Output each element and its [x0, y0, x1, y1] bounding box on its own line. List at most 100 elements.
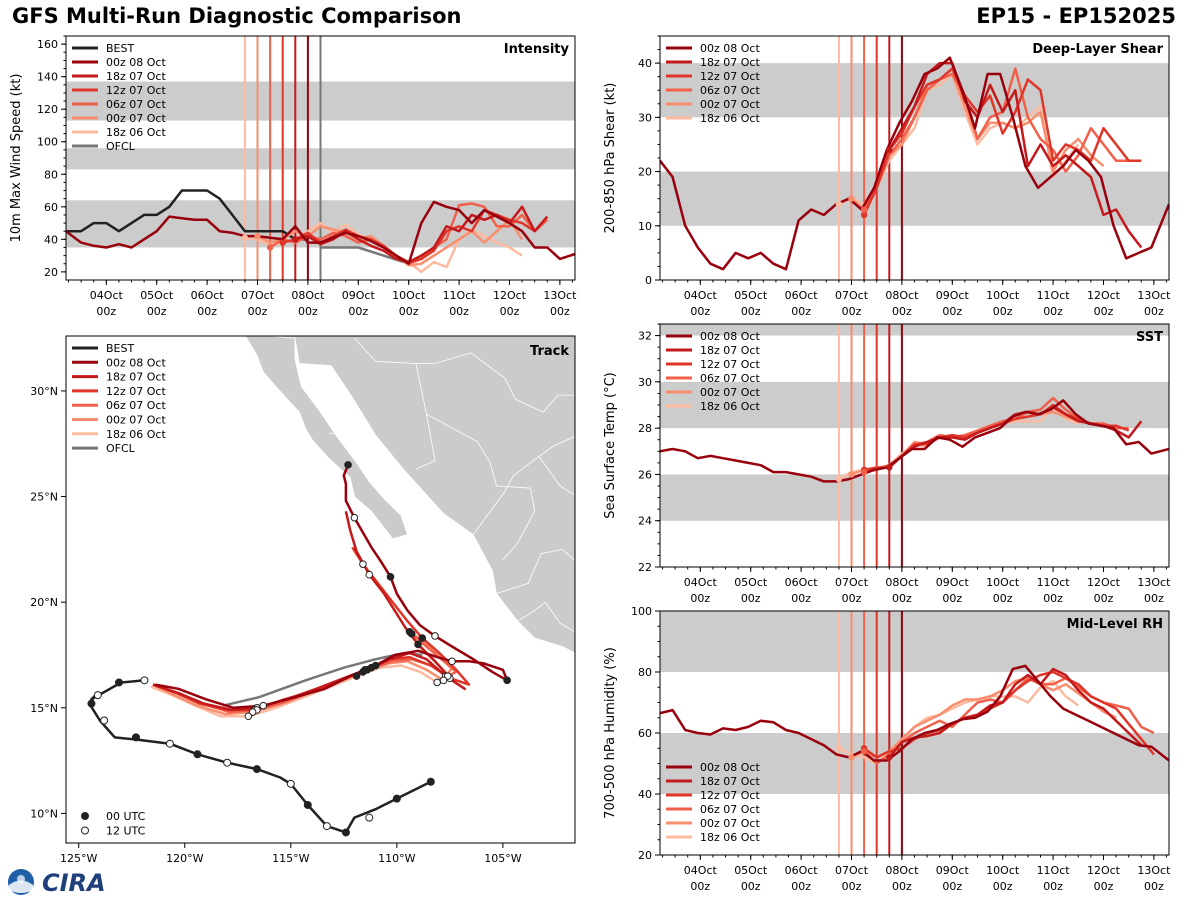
- x-tick-hour: 00z: [399, 305, 419, 318]
- x-tick-hour: 00z: [348, 305, 368, 318]
- legend-label: 12z 07 Oct: [106, 84, 166, 97]
- y-tick-label: 24: [638, 515, 652, 528]
- legend-label: 18z 07 Oct: [700, 775, 760, 788]
- best-track-marker: [87, 699, 96, 708]
- track-marker: [359, 560, 367, 568]
- y-tick-label: 20°N: [30, 596, 58, 609]
- y-tick-label: 160: [37, 38, 58, 51]
- x-tick-day: 12Oct: [1087, 289, 1121, 302]
- x-tick-day: 10Oct: [986, 289, 1020, 302]
- intensity-panel: 20 40 60 80 100 120 140 160 04Oct 00z 05Oct 00z 06Oc…: [9, 35, 577, 318]
- x-tick-label: 115°W: [272, 852, 309, 865]
- x-tick-hour: 00z: [892, 305, 912, 318]
- legend-label: BEST: [106, 42, 134, 55]
- legend-label: 18z 07 Oct: [106, 70, 166, 83]
- x-tick-hour: 00z: [1094, 592, 1114, 605]
- y-tick-label: 30°N: [30, 385, 58, 398]
- legend-label: 12z 07 Oct: [700, 358, 760, 371]
- x-tick-day: 04Oct: [684, 576, 718, 589]
- legend-label: 12z 07 Oct: [106, 385, 166, 398]
- series-line: [888, 667, 1143, 759]
- threshold-band: [660, 171, 1169, 226]
- y-tick-label: 22: [638, 561, 652, 574]
- y-tick-label: 15°N: [30, 702, 58, 715]
- legend-label: 06z 07 Oct: [700, 803, 760, 816]
- x-tick-label: 110°W: [378, 852, 415, 865]
- x-tick-day: 06Oct: [191, 289, 225, 302]
- legend-label: 18z 07 Oct: [700, 56, 760, 69]
- track-marker: [418, 634, 427, 642]
- x-tick-hour: 00z: [741, 880, 761, 893]
- plot-area: [660, 36, 1169, 280]
- x-tick-hour: 00z: [1043, 305, 1063, 318]
- x-tick-day: 13Oct: [1137, 576, 1171, 589]
- track-marker: [244, 712, 253, 721]
- state-border: [517, 601, 575, 633]
- best-track-marker: [365, 813, 374, 822]
- series-line: [66, 200, 575, 265]
- track-marker: [503, 676, 511, 685]
- x-tick-hour: 00z: [96, 305, 116, 318]
- x-tick-day: 06Oct: [785, 289, 819, 302]
- init-marker: [860, 748, 868, 755]
- x-tick-label: 125°W: [60, 852, 97, 865]
- series-line: [660, 664, 1169, 762]
- legend-label: 18z 06 Oct: [106, 126, 166, 139]
- legend-label: 18z 06 Oct: [700, 112, 760, 125]
- init-marker: [835, 475, 843, 483]
- legend-label: 18z 06 Oct: [106, 428, 166, 441]
- legend-label: 18z 06 Oct: [700, 400, 760, 413]
- x-tick-label: 120°W: [166, 852, 203, 865]
- x-tick-label: 105°W: [484, 852, 521, 865]
- init-marker: [254, 232, 261, 240]
- x-tick-day: 13Oct: [1137, 864, 1171, 877]
- x-tick-day: 05Oct: [734, 576, 768, 589]
- y-axis-label: 10m Max Wind Speed (kt): [9, 74, 24, 243]
- x-tick-day: 12Oct: [493, 289, 527, 302]
- x-tick-day: 06Oct: [785, 576, 819, 589]
- init-marker: [266, 244, 274, 251]
- init-marker: [835, 200, 843, 208]
- x-tick-day: 04Oct: [684, 289, 718, 302]
- series-line: [660, 56, 1169, 271]
- x-tick-hour: 00z: [791, 880, 811, 893]
- x-tick-hour: 00z: [942, 880, 962, 893]
- x-tick-hour: 00z: [690, 592, 710, 605]
- y-tick-label: 40: [638, 788, 652, 801]
- y-tick-label: 10°N: [30, 807, 58, 820]
- legend-label: 06z 07 Oct: [700, 84, 760, 97]
- panel-title: Mid-Level RH: [1067, 617, 1163, 632]
- legend-label: 18z 06 Oct: [700, 831, 760, 844]
- x-tick-hour: 00z: [791, 592, 811, 605]
- x-tick-day: 08Oct: [885, 864, 919, 877]
- x-tick-hour: 00z: [690, 305, 710, 318]
- rh-panel: 20 40 60 80 100 04Oct 00z 05Oct 00z 06Oct 00z 07Oct…: [603, 605, 1171, 893]
- marker-legend-label: 00 UTC: [106, 810, 146, 823]
- x-tick-hour: 00z: [298, 305, 318, 318]
- x-tick-hour: 00z: [1094, 880, 1114, 893]
- best-track-marker: [392, 794, 401, 803]
- plot-area: [660, 611, 1169, 855]
- x-tick-day: 12Oct: [1087, 864, 1121, 877]
- y-tick-label: 40: [638, 57, 652, 70]
- x-tick-day: 08Oct: [885, 289, 919, 302]
- land-mainland: [263, 336, 575, 654]
- best-track-marker: [322, 822, 331, 831]
- track-marker: [386, 573, 395, 581]
- best-track-marker: [341, 828, 350, 837]
- state-border: [415, 363, 436, 470]
- plot-area: [66, 36, 575, 280]
- init-marker: [860, 211, 868, 219]
- x-tick-day: 09Oct: [936, 576, 970, 589]
- x-tick-hour: 00z: [1144, 305, 1164, 318]
- x-tick-hour: 00z: [993, 592, 1013, 605]
- panel-title: Intensity: [504, 42, 570, 57]
- x-tick-hour: 00z: [791, 305, 811, 318]
- x-tick-day: 05Oct: [140, 289, 174, 302]
- threshold-band: [660, 733, 1169, 794]
- x-tick-hour: 00z: [1043, 592, 1063, 605]
- y-tick-label: 26: [638, 468, 652, 481]
- legend-label: OFCL: [106, 442, 136, 455]
- x-tick-day: 08Oct: [885, 576, 919, 589]
- threshold-band: [660, 324, 1169, 336]
